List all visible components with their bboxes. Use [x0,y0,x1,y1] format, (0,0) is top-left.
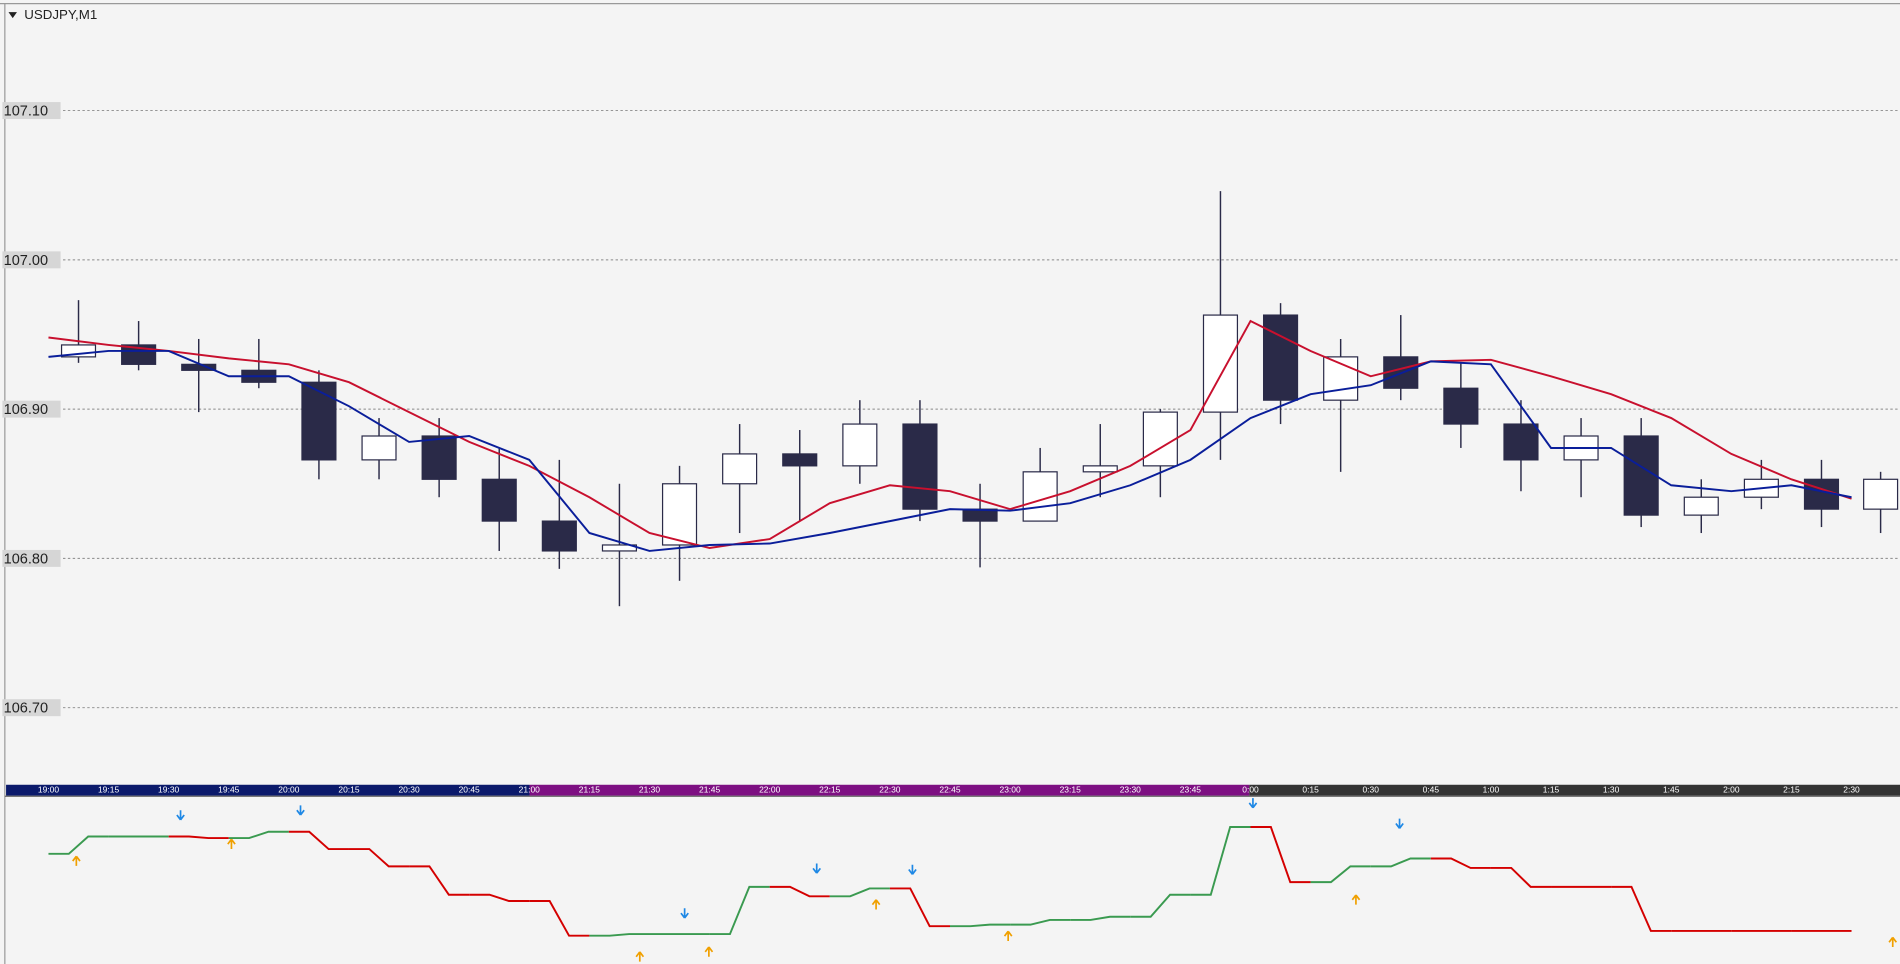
y-tick-box [2,549,61,567]
indicator-segment [1190,826,1251,896]
y-tick-box [2,251,61,269]
y-tick-label: 106.90 [4,402,48,418]
moving-average-line [48,349,1852,552]
indicator-segment [469,893,530,902]
x-tick-label: 0:00 [1242,784,1259,794]
candle-body [1863,478,1899,510]
x-tick-label: 19:00 [38,784,59,794]
x-tick-label: 1:30 [1603,784,1620,794]
candle-body [1503,423,1539,461]
candle-body [1443,387,1479,425]
indicator-segment [1611,885,1672,932]
indicator-segment [1310,865,1371,884]
indicator-segment [1010,918,1071,926]
indicator-segment [709,885,770,936]
x-tick-label: 22:15 [819,784,840,794]
candle-body [1623,435,1659,516]
candle-body [902,423,938,510]
y-tick-label: 107.00 [4,253,48,269]
x-tick-label: 20:15 [338,784,359,794]
candle-body [1262,314,1299,401]
x-tick-label: 22:45 [939,784,960,794]
indicator-segment [288,830,349,851]
x-tick-label: 21:30 [639,784,660,794]
y-tick-label: 106.70 [4,701,48,717]
x-tick-label: 22:30 [879,784,900,794]
time-bar-segment [1249,784,1900,796]
x-tick-label: 21:00 [519,784,540,794]
indicator-segment [889,887,950,928]
x-tick-label: 22:00 [759,784,780,794]
candle-body [121,344,157,365]
y-tick-box [2,400,61,418]
y-tick-box [2,102,61,120]
x-tick-label: 0:30 [1362,784,1379,794]
indicator-segment [529,900,590,937]
candle-body [60,344,97,358]
x-tick-label: 21:15 [579,784,600,794]
x-tick-label: 2:30 [1843,784,1860,794]
indicator-segment [1130,893,1191,918]
y-tick-box [2,699,61,717]
x-tick-label: 20:45 [459,784,480,794]
x-tick-label: 2:00 [1723,784,1740,794]
x-tick-label: 23:45 [1180,784,1201,794]
x-tick-label: 20:30 [398,784,419,794]
indicator-segment [1430,857,1491,869]
candle-body [481,478,517,522]
indicator-segment [409,865,470,896]
candle-body [361,435,397,461]
x-tick-label: 20:00 [278,784,299,794]
indicator-segment [48,835,109,855]
y-tick-label: 107.10 [4,104,48,120]
candle-body [782,453,818,467]
y-tick-label: 106.80 [4,551,48,567]
x-tick-label: 0:45 [1423,784,1440,794]
chart-title: USDJPY,M1 [24,7,97,22]
candle-body [301,381,337,461]
candle-body [1082,465,1118,473]
x-tick-label: 19:45 [218,784,239,794]
x-tick-label: 23:30 [1120,784,1141,794]
x-tick-label: 1:15 [1543,784,1560,794]
candle-body [421,435,457,480]
x-tick-label: 19:30 [158,784,179,794]
candle-body [1683,496,1719,516]
indicator-segment [829,887,890,898]
time-bar-segment [6,784,530,796]
indicator-segment [589,933,650,937]
x-tick-label: 1:00 [1483,784,1500,794]
indicator-segment [950,923,1011,928]
indicator-segment [348,848,410,868]
x-tick-label: 2:15 [1783,784,1800,794]
candle-body [661,483,698,546]
x-tick-label: 23:15 [1060,784,1081,794]
time-bar-segment [529,784,1250,796]
x-tick-label: 0:15 [1302,784,1319,794]
indicator-segment [769,885,830,898]
indicator-segment [1490,866,1552,888]
indicator-segment [1070,915,1131,921]
candle-body [722,453,758,485]
x-tick-label: 19:15 [98,784,119,794]
x-tick-label: 21:45 [699,784,720,794]
indicator-segment [1250,826,1311,884]
x-tick-label: 23:00 [999,784,1020,794]
x-tick-label: 1:45 [1663,784,1680,794]
moving-average-line [48,319,1852,549]
collapse-icon[interactable] [8,12,17,19]
indicator-segment [228,830,289,840]
indicator-segment [1370,857,1431,868]
indicator-segment [168,835,229,840]
candle-body [541,520,577,552]
candle-body [842,423,878,467]
candle-body [1142,411,1178,467]
time-bar [6,784,1900,796]
